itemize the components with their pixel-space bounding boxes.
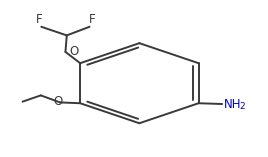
Text: F: F bbox=[88, 13, 95, 26]
Text: 2: 2 bbox=[240, 102, 245, 111]
Text: F: F bbox=[36, 13, 43, 26]
Text: NH: NH bbox=[224, 97, 242, 111]
Text: O: O bbox=[54, 95, 63, 108]
Text: O: O bbox=[69, 45, 78, 58]
